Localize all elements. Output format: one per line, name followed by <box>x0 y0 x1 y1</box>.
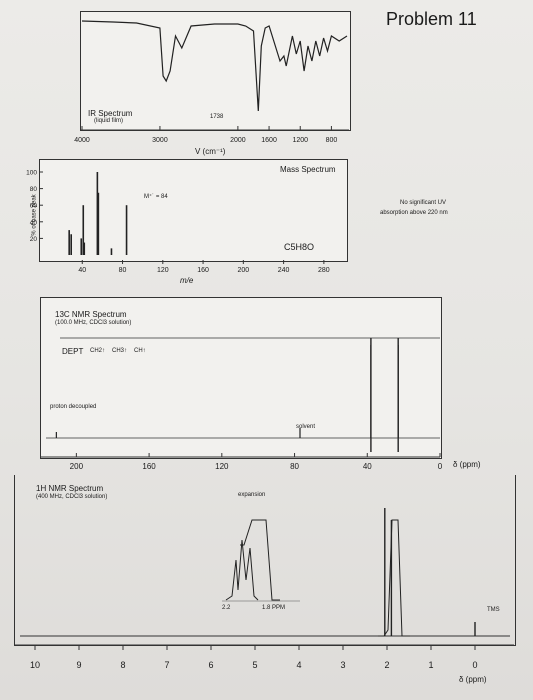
h1-tick-label: 7 <box>164 660 169 670</box>
c13-xlabel: δ (ppm) <box>453 460 481 469</box>
h1-tick-label: 2 <box>384 660 389 670</box>
c13-dept-item: CH2↑ <box>90 348 106 354</box>
h1-tick-label: 1 <box>428 660 433 670</box>
c13-dept-item: CH3↑ <box>112 348 128 354</box>
ms-x-tick-label: 280 <box>318 267 330 274</box>
ir-tick-label: 1200 <box>292 137 308 144</box>
c13-tick-label: 200 <box>70 462 84 471</box>
c13-dept-item: CH↑ <box>134 348 146 354</box>
problem-title: Problem 11 <box>386 9 477 29</box>
ir-xlabel: V (cm⁻¹) <box>195 147 226 156</box>
c13-tick-label: 120 <box>215 462 229 471</box>
h1-tick-label: 9 <box>76 660 81 670</box>
ms-formula: C5H8O <box>284 242 315 252</box>
ms-y-tick-label: 60 <box>30 203 38 210</box>
ir-tick-label: 3000 <box>152 137 168 144</box>
h1-subtitle: (400 MHz, CDCl3 solution) <box>36 494 108 500</box>
h1-inset-tick: 1.8 PPM <box>262 605 286 611</box>
h1-tick-label: 6 <box>208 660 213 670</box>
c13-panel <box>40 297 442 459</box>
h1-tick-label: 3 <box>340 660 345 670</box>
ms-y-tick-label: 20 <box>30 236 38 243</box>
uv-note-line1: No significant UV <box>400 200 447 206</box>
ir-tick-label: 4000 <box>74 137 90 144</box>
h1-inset-label: expansion <box>238 492 266 498</box>
ms-x-tick-label: 200 <box>237 267 249 274</box>
ms-annotation: M⁺˙ = 84 <box>144 194 168 200</box>
ms-xlabel: m/e <box>180 276 194 285</box>
ms-x-tick-label: 40 <box>78 267 86 274</box>
ms-y-tick-label: 80 <box>30 186 38 193</box>
ms-title: Mass Spectrum <box>280 165 336 174</box>
ms-x-tick-label: 120 <box>157 267 169 274</box>
ir-subtitle: (liquid film) <box>94 118 124 124</box>
ms-panel <box>39 159 348 262</box>
ir-title: IR Spectrum <box>88 109 133 118</box>
ir-tick-label: 2000 <box>230 137 246 144</box>
uv-note-line2: absorption above 220 nm <box>380 210 448 216</box>
c13-solvent-label: solvent <box>296 424 316 430</box>
ir-trace <box>81 20 348 112</box>
c13-tick-label: 160 <box>142 462 156 471</box>
h1-expansion-trace <box>225 519 280 601</box>
c13-proton-label: proton decoupled <box>50 404 97 410</box>
c13-tick-label: 40 <box>363 462 372 471</box>
h1-xlabel: δ (ppm) <box>459 675 487 684</box>
h1-multiplet <box>378 519 410 637</box>
h1-tick-label: 4 <box>296 660 301 670</box>
ir-tick-label: 1600 <box>261 137 277 144</box>
ms-x-tick-label: 160 <box>197 267 209 274</box>
h1-tick-label: 0 <box>472 660 477 670</box>
h1-title: 1H NMR Spectrum <box>36 484 104 493</box>
h1-tms-label: TMS <box>487 607 500 613</box>
c13-title: 13C NMR Spectrum <box>55 310 127 319</box>
h1-tick-label: 8 <box>120 660 125 670</box>
c13-subtitle: (100.0 MHz, CDCl3 solution) <box>55 320 132 326</box>
h1-inset-tick: 2.2 <box>222 605 231 611</box>
c13-tick-label: 0 <box>438 462 443 471</box>
c13-dept-label: DEPT <box>62 347 84 356</box>
ms-y-tick-label: 40 <box>30 219 38 226</box>
ir-tick-label: 800 <box>326 137 338 144</box>
h1-tick-label: 5 <box>252 660 257 670</box>
c13-tick-label: 80 <box>290 462 299 471</box>
ir-annotation: 1738 <box>210 114 224 120</box>
ms-x-tick-label: 240 <box>278 267 290 274</box>
ir-panel <box>80 11 351 131</box>
ms-y-tick-label: 100 <box>26 170 37 177</box>
h1-tick-label: 10 <box>30 660 40 670</box>
ms-x-tick-label: 80 <box>119 267 127 274</box>
